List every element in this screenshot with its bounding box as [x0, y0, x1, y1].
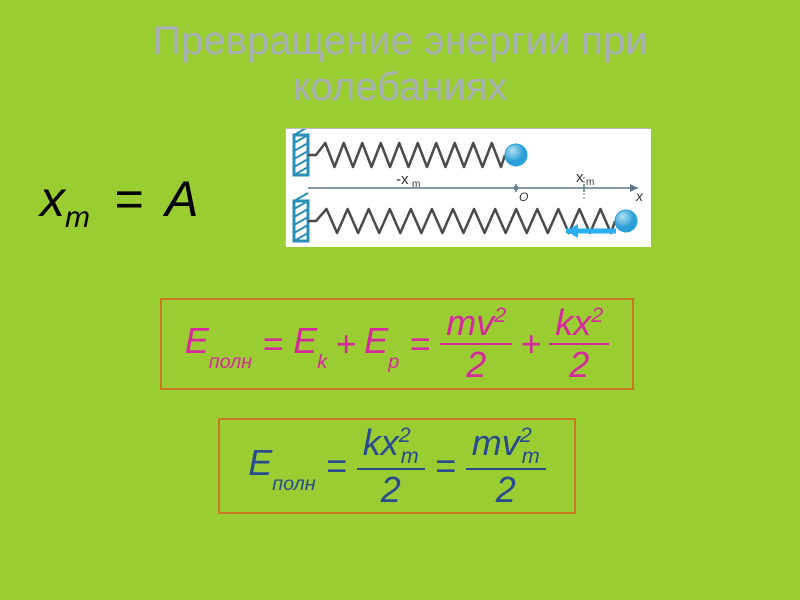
spring-svg: -xmxmOx — [286, 129, 651, 247]
f2-f1-den: 2 — [375, 470, 407, 510]
f1-f1-num: mv — [446, 302, 494, 343]
f1-sub-k: k — [317, 351, 327, 373]
slide-root: Превращение энергии при колебаниях xm = … — [0, 0, 800, 600]
f1-frac1: mv2 2 — [440, 303, 512, 384]
formula-box-1: Eполн = Ek + Ep = mv2 2 + kx2 2 — [160, 298, 634, 390]
xm-x: x — [40, 171, 65, 227]
f1-frac2: kx2 2 — [549, 303, 609, 384]
f1-eq2: = — [405, 323, 434, 365]
f2-f1-sub: m — [401, 443, 419, 468]
f2-frac2: mv2m 2 — [466, 423, 546, 510]
svg-text:-x: -x — [396, 171, 409, 188]
f1-eq1: = — [258, 323, 287, 365]
f1-sub-poln: полн — [209, 351, 253, 373]
f2-frac1: kx2m 2 — [357, 423, 425, 510]
f1-f2-sup: 2 — [591, 302, 603, 327]
svg-text:O: O — [519, 190, 528, 204]
f2-f2-num: mv — [472, 422, 520, 463]
svg-text:x: x — [576, 169, 584, 186]
title-line1: Превращение энергии при — [152, 19, 647, 63]
f1-E1: E — [185, 320, 209, 361]
formula-box-2: Eполн = kx2m 2 = mv2m 2 — [218, 418, 576, 514]
f1-f2-num: kx — [555, 302, 591, 343]
f1-f1-den: 2 — [460, 345, 492, 385]
svg-text:m: m — [412, 179, 420, 190]
xm-sub: m — [65, 201, 90, 234]
svg-text:x: x — [635, 188, 644, 204]
equation-amplitude: xm = A — [40, 170, 199, 235]
f1-sub-p: p — [388, 351, 399, 373]
f1-f1-sup: 2 — [494, 302, 506, 327]
f2-f2-den: 2 — [490, 470, 522, 510]
f1-plus2: + — [518, 323, 543, 365]
svg-text:m: m — [586, 177, 594, 188]
f1-f2-den: 2 — [563, 345, 595, 385]
f2-eq1: = — [322, 445, 351, 487]
f2-E: E — [248, 442, 272, 483]
xm-A: A — [165, 171, 198, 227]
f2-eq2: = — [431, 445, 460, 487]
formula-2: Eполн = kx2m 2 = mv2m 2 — [248, 423, 546, 510]
f2-sub-poln: полн — [272, 473, 316, 495]
xm-eq: = — [104, 171, 153, 227]
f2-f2-sub: m — [522, 443, 540, 468]
formula-1: Eполн = Ek + Ep = mv2 2 + kx2 2 — [185, 303, 610, 384]
f1-Ep: E — [364, 320, 388, 361]
slide-title: Превращение энергии при колебаниях — [0, 0, 800, 110]
spring-diagram: -xmxmOx — [285, 128, 650, 246]
f1-Ek: E — [293, 320, 317, 361]
f2-f1-num: kx — [363, 422, 399, 463]
f1-plus1: + — [333, 323, 358, 365]
title-line2: колебаниях — [293, 65, 508, 109]
